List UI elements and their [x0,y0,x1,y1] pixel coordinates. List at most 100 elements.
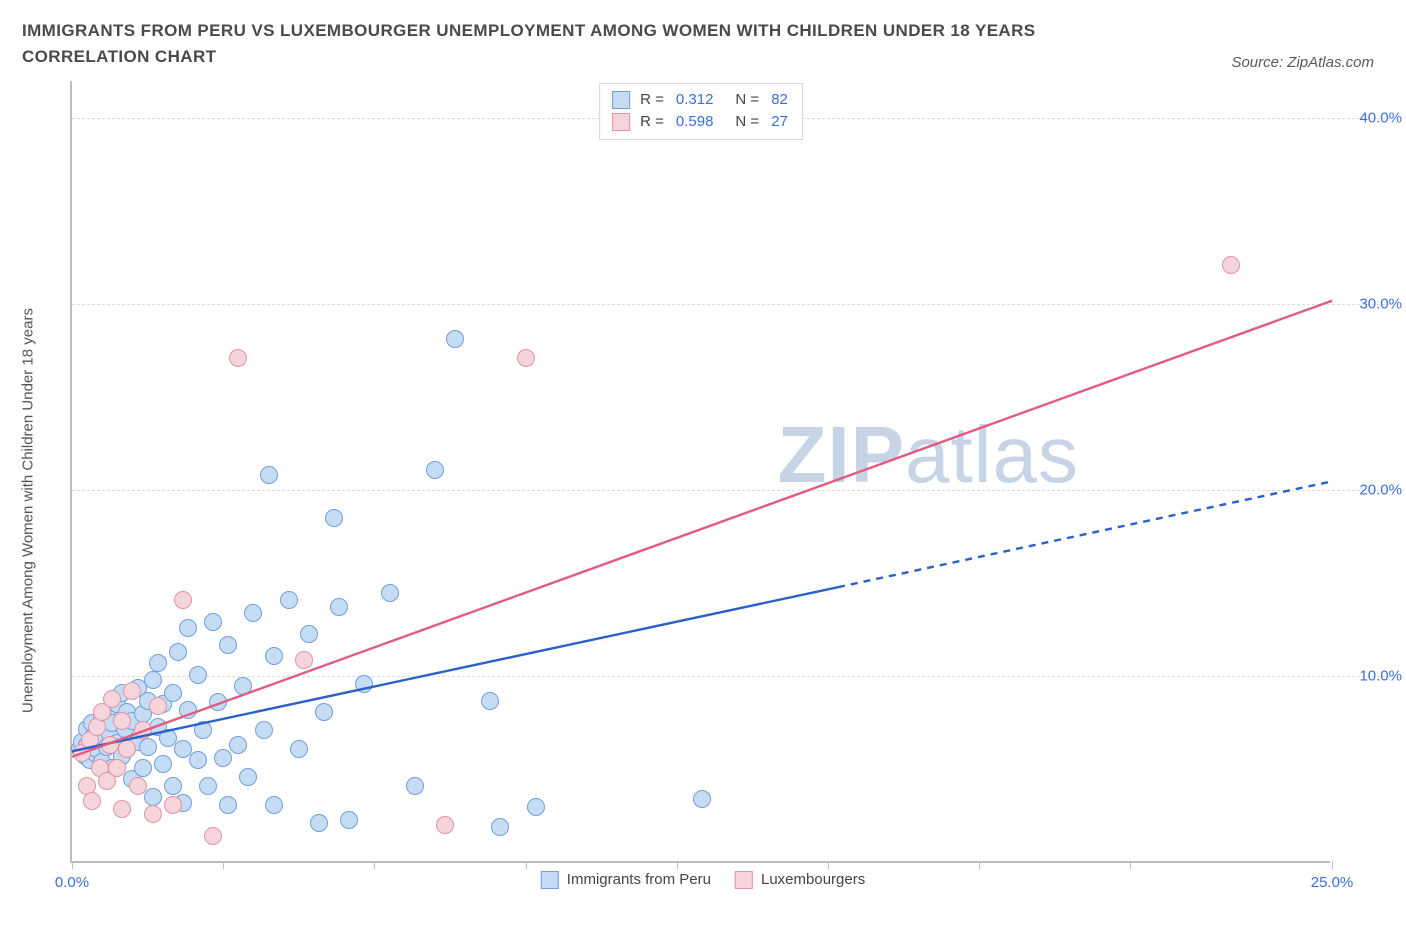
data-point-lux [204,827,222,845]
legend-n-value-peru: 82 [771,89,788,112]
x-tick [223,861,224,869]
data-point-peru [144,788,162,806]
data-point-lux [164,796,182,814]
data-point-lux [108,759,126,777]
data-point-peru [255,721,273,739]
data-point-peru [164,777,182,795]
data-point-peru [234,677,252,695]
data-point-peru [139,738,157,756]
legend-n-label: N = [735,89,759,112]
stats-legend: R = 0.312 N = 82R = 0.598N = 27 [599,83,803,140]
data-point-peru [693,790,711,808]
data-point-lux [101,736,119,754]
data-point-lux [113,712,131,730]
data-point-peru [154,755,172,773]
data-point-peru [481,692,499,710]
legend-r-label: R = [640,111,664,134]
data-point-peru [194,721,212,739]
data-point-peru [260,466,278,484]
data-point-peru [189,666,207,684]
legend-r-value-lux: 0.598 [676,111,714,134]
legend-swatch-peru [612,91,630,109]
data-point-peru [280,591,298,609]
x-tick [828,861,829,869]
y-tick-label: 10.0% [1359,668,1402,685]
data-point-peru [446,330,464,348]
data-point-peru [244,604,262,622]
data-point-peru [381,584,399,602]
plot-area: R = 0.312N = 82R = 0.598N = 27 ZIPatlas … [70,81,1330,863]
data-point-peru [189,751,207,769]
data-point-peru [310,814,328,832]
series-legend-item-lux: Luxembourgers [735,871,865,889]
data-point-lux [103,690,121,708]
series-legend-item-peru: Immigrants from Peru [541,871,711,889]
data-point-peru [149,654,167,672]
data-point-peru [219,796,237,814]
data-point-peru [300,625,318,643]
data-point-peru [330,598,348,616]
data-point-peru [239,768,257,786]
data-point-peru [325,509,343,527]
y-tick-label: 20.0% [1359,482,1402,499]
data-point-peru [315,703,333,721]
data-point-lux [295,651,313,669]
x-tick-label: 25.0% [1311,874,1354,891]
data-point-lux [174,591,192,609]
x-tick [1332,861,1333,869]
trend-line-lux [72,300,1332,756]
data-point-peru [179,619,197,637]
legend-swatch-lux [735,871,753,889]
data-point-lux [144,805,162,823]
data-point-peru [340,811,358,829]
data-point-lux [517,349,535,367]
series-legend-label-peru: Immigrants from Peru [567,871,711,888]
data-point-peru [491,818,509,836]
data-point-lux [134,721,152,739]
data-point-peru [169,643,187,661]
data-point-peru [134,759,152,777]
data-point-lux [123,682,141,700]
data-point-peru [290,740,308,758]
series-legend: Immigrants from Peru Luxembourgers [541,871,865,889]
data-point-peru [214,749,232,767]
source-attribution: Source: ZipAtlas.com [1231,54,1384,71]
data-point-peru [527,798,545,816]
y-tick-label: 30.0% [1359,296,1402,313]
y-tick-label: 40.0% [1359,109,1402,126]
chart-container: Unemployment Among Women with Children U… [22,81,1384,923]
data-point-peru [144,671,162,689]
x-tick [1130,861,1131,869]
watermark: ZIPatlas [778,409,1079,501]
legend-swatch-peru [541,871,559,889]
trend-line-peru [838,481,1332,587]
x-tick [72,861,73,869]
data-point-lux [436,816,454,834]
x-tick [526,861,527,869]
series-legend-label-lux: Luxembourgers [761,871,865,888]
data-point-peru [164,684,182,702]
data-point-peru [265,796,283,814]
data-point-peru [204,613,222,631]
data-point-peru [265,647,283,665]
legend-r-label: R = [640,89,664,112]
stats-legend-row-lux: R = 0.598N = 27 [612,111,788,134]
data-point-peru [355,675,373,693]
data-point-peru [219,636,237,654]
gridline [72,676,1390,677]
data-point-lux [118,740,136,758]
data-point-lux [83,792,101,810]
legend-r-value-peru: 0.312 [676,89,714,112]
data-point-peru [199,777,217,795]
data-point-lux [229,349,247,367]
data-point-peru [209,693,227,711]
data-point-peru [426,461,444,479]
chart-title: IMMIGRANTS FROM PERU VS LUXEMBOURGER UNE… [22,18,1142,71]
data-point-peru [229,736,247,754]
trend-line-peru [72,587,838,751]
stats-legend-row-peru: R = 0.312 N = 82 [612,89,788,112]
data-point-lux [149,697,167,715]
data-point-peru [406,777,424,795]
data-point-peru [179,701,197,719]
x-tick [677,861,678,869]
